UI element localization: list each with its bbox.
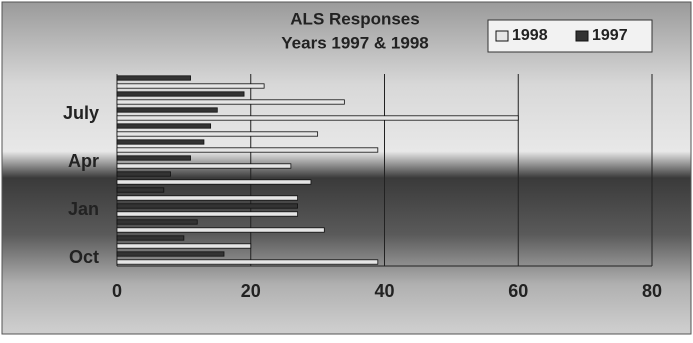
legend-label: 1998: [512, 27, 548, 44]
bar: [116, 123, 212, 129]
bar: [116, 91, 245, 97]
bar: [116, 75, 191, 81]
bar: [116, 99, 345, 105]
bar: [116, 83, 265, 89]
bar: [116, 163, 292, 169]
legend-swatch: [495, 30, 509, 42]
bar: [116, 211, 298, 217]
x-tick-label: 80: [642, 281, 662, 301]
bar: [116, 139, 205, 145]
legend-swatch: [575, 30, 589, 42]
y-tick-label: Oct: [69, 247, 99, 267]
chart-title: ALS Responses: [290, 9, 419, 28]
x-tick-label: 20: [241, 281, 261, 301]
y-tick-label: Apr: [68, 151, 99, 171]
bar: [116, 195, 298, 201]
bar: [116, 235, 185, 241]
bar: [116, 259, 379, 265]
y-tick-label: July: [63, 103, 99, 123]
legend-label: 1997: [592, 27, 628, 44]
bar: [116, 227, 325, 233]
x-tick-label: 0: [112, 281, 122, 301]
bar: [116, 219, 198, 225]
bar: [116, 243, 252, 249]
x-tick-label: 40: [374, 281, 394, 301]
bar: [116, 187, 165, 193]
bar: [116, 147, 379, 153]
bar: [116, 203, 298, 209]
bar: [116, 115, 519, 121]
legend-box: [487, 19, 653, 53]
chart-subtitle: Years 1997 & 1998: [281, 33, 428, 52]
bar: [116, 251, 225, 257]
y-tick-label: Jan: [68, 199, 99, 219]
bar: [116, 107, 218, 113]
bar: [116, 155, 191, 161]
bar: [116, 179, 312, 185]
bar: [116, 131, 319, 137]
bar: [116, 171, 171, 177]
x-tick-label: 60: [508, 281, 528, 301]
